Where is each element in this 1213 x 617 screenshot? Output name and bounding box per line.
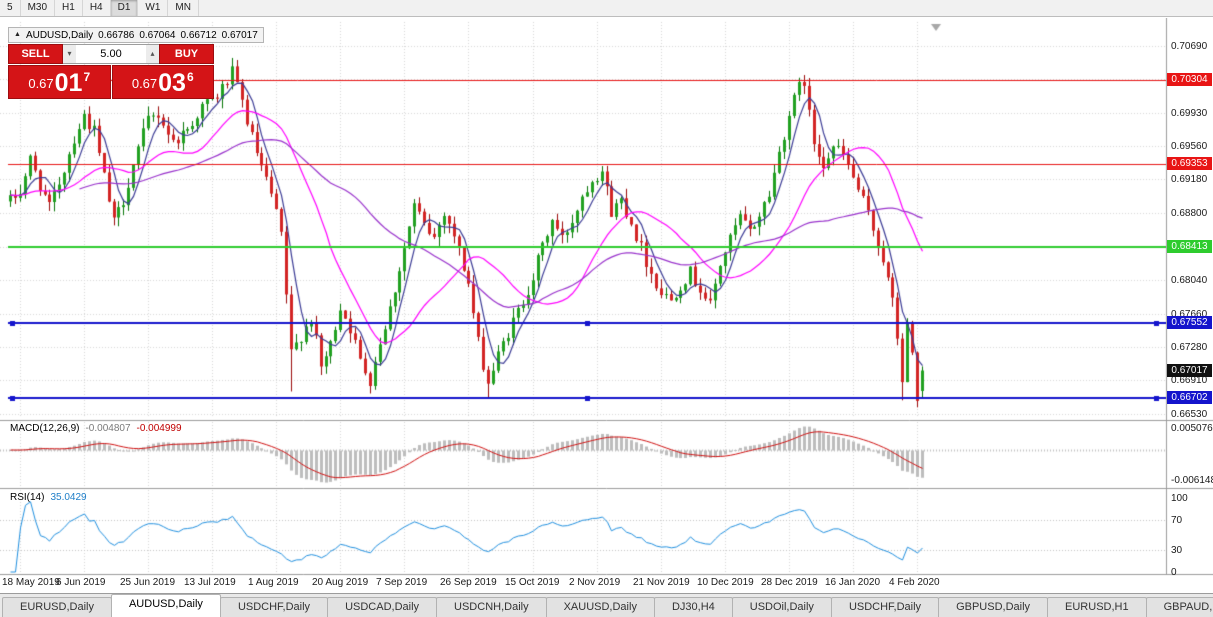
- timeframe-button-5[interactable]: 5: [0, 0, 21, 16]
- price-axis[interactable]: [1166, 18, 1213, 574]
- chart-tab-xauusd-daily[interactable]: XAUUSD,Daily: [545, 597, 655, 617]
- timeframe-toolbar: 5 M30 H1 H4 D1 W1 MN: [0, 0, 1213, 17]
- chart-tab-eurusd-h1[interactable]: EURUSD,H1: [1047, 597, 1147, 617]
- volume-decrease-button[interactable]: ▾: [63, 45, 76, 63]
- timeframe-button-h4[interactable]: H4: [83, 0, 111, 16]
- timeframe-button-d1[interactable]: D1: [110, 0, 139, 16]
- ohlc-low: 0.66712: [180, 29, 217, 41]
- chart-tab-dj30-h4[interactable]: DJ30,H4: [653, 597, 733, 617]
- sell-price-display[interactable]: 0.67 01 7: [8, 65, 111, 99]
- ohlc-high: 0.67064: [139, 29, 176, 41]
- macd-indicator-label: MACD(12,26,9) -0.004807 -0.004999: [10, 423, 182, 434]
- chart-tab-eurusd-daily[interactable]: EURUSD,Daily: [2, 597, 112, 617]
- timeframe-button-mn[interactable]: MN: [168, 0, 199, 16]
- chart-tab-gbpaud-h1[interactable]: GBPAUD,H1: [1145, 597, 1213, 617]
- chart-window: ▲ AUDUSD,Daily 0.66786 0.67064 0.66712 0…: [0, 18, 1213, 593]
- rsi-indicator-label: RSI(14) 35.0429: [10, 492, 87, 503]
- buy-price-display[interactable]: 0.67 03 6: [111, 65, 214, 99]
- chart-tab-gbpusd-daily[interactable]: GBPUSD,Daily: [938, 597, 1049, 617]
- chart-tab-usdchf-daily[interactable]: USDCHF,Daily: [830, 597, 940, 617]
- chart-tab-audusd-daily[interactable]: AUDUSD,Daily: [110, 594, 221, 617]
- ohlc-close: 0.67017: [221, 29, 258, 41]
- buy-price-base: 0.67: [131, 76, 158, 91]
- rsi-value: 35.0429: [50, 492, 87, 503]
- chart-tab-usdcad-daily[interactable]: USDCAD,Daily: [327, 597, 438, 617]
- chart-symbol-label: AUDUSD,Daily: [25, 29, 94, 41]
- chart-tab-usdoil-daily[interactable]: USDOil,Daily: [731, 597, 832, 617]
- sell-price-pip: 7: [83, 70, 91, 84]
- buy-button[interactable]: BUY: [159, 44, 214, 64]
- chart-symbol-header[interactable]: ▲ AUDUSD,Daily 0.66786 0.67064 0.66712 0…: [8, 27, 264, 43]
- chart-tab-usdcnh-daily[interactable]: USDCNH,Daily: [436, 597, 547, 617]
- macd-signal-value: -0.004999: [136, 423, 182, 434]
- volume-stepper: ▾ 5.00 ▴: [63, 44, 159, 64]
- price-chart-canvas[interactable]: [0, 18, 1213, 593]
- chart-tab-usdchf-daily[interactable]: USDCHF,Daily: [219, 597, 329, 617]
- chart-tab-bar: EURUSD,Daily AUDUSD,Daily USDCHF,Daily USDC…: [0, 593, 1213, 617]
- timeframe-button-m30[interactable]: M30: [21, 0, 56, 16]
- one-click-trading-panel: SELL ▾ 5.00 ▴ BUY 0.67 01 7 0.67 03 6: [8, 44, 214, 99]
- macd-name: MACD(12,26,9): [10, 423, 80, 434]
- buy-price-pip: 6: [186, 70, 194, 84]
- timeframe-button-w1[interactable]: W1: [138, 0, 169, 16]
- macd-main-value: -0.004807: [85, 423, 131, 434]
- volume-increase-button[interactable]: ▴: [146, 45, 159, 63]
- sell-price-base: 0.67: [28, 76, 54, 91]
- sell-button[interactable]: SELL: [8, 44, 63, 64]
- date-axis[interactable]: [0, 575, 1166, 592]
- ohlc-open: 0.66786: [98, 29, 135, 41]
- volume-value[interactable]: 5.00: [100, 48, 122, 60]
- collapse-panel-icon[interactable]: ▲: [14, 31, 21, 38]
- sell-price-big: 01: [54, 69, 83, 97]
- buy-price-big: 03: [158, 69, 186, 97]
- rsi-name: RSI(14): [10, 492, 45, 503]
- timeframe-button-h1[interactable]: H1: [55, 0, 83, 16]
